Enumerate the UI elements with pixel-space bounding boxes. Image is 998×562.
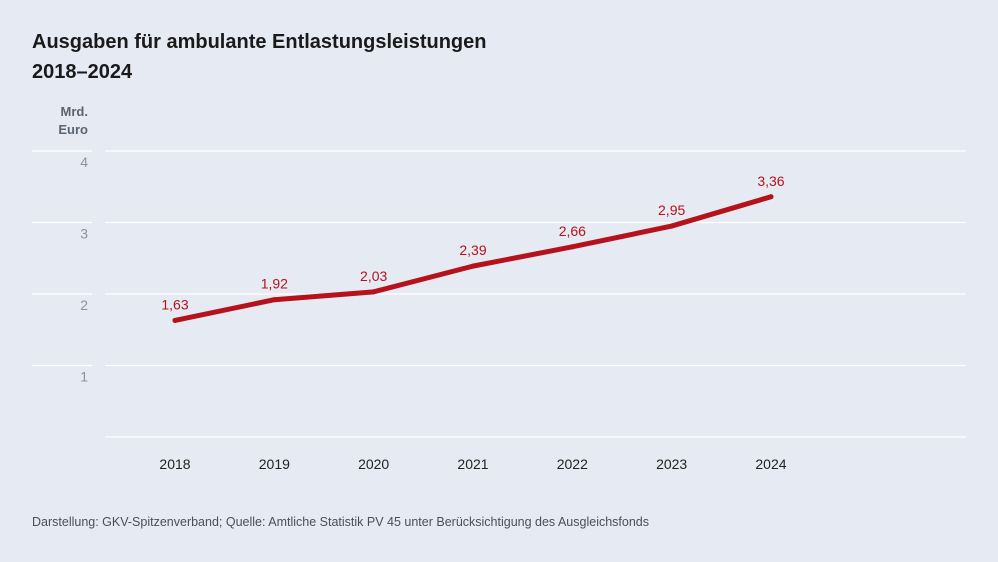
y-tick-label: 3 [80,226,88,242]
x-tick-label: 2024 [755,456,786,472]
data-point [172,317,178,323]
data-point [371,289,377,295]
chart-title-line2: 2018–2024 [32,61,133,83]
data-point [470,263,476,269]
data-label: 2,03 [360,268,387,284]
x-tick-label: 2022 [557,456,588,472]
data-point [569,244,575,250]
data-point [669,223,675,229]
y-tick-label: 4 [80,154,88,170]
x-tick-label: 2020 [358,456,389,472]
y-tick-label: 1 [80,369,88,385]
data-label: 3,36 [757,173,784,189]
data-label: 2,95 [658,202,685,218]
y-tick-label: 2 [80,297,88,313]
data-point [768,194,774,200]
data-label: 2,66 [559,223,586,239]
x-tick-label: 2023 [656,456,687,472]
data-label: 1,63 [161,296,188,312]
data-label: 1,92 [261,276,288,292]
source-note: Darstellung: GKV-Spitzenverband; Quelle:… [32,515,649,529]
y-axis-unit: Mrd. Euro [40,103,88,139]
chart-title: Ausgaben für ambulante Entlastungsleistu… [32,27,487,87]
x-tick-label: 2021 [457,456,488,472]
y-axis-unit-line2: Euro [58,122,88,137]
x-tick-label: 2018 [159,456,190,472]
data-point [271,297,277,303]
data-label: 2,39 [459,242,486,258]
x-tick-label: 2019 [259,456,290,472]
chart-title-line1: Ausgaben für ambulante Entlastungsleistu… [32,31,487,53]
y-axis-unit-line1: Mrd. [60,104,88,119]
